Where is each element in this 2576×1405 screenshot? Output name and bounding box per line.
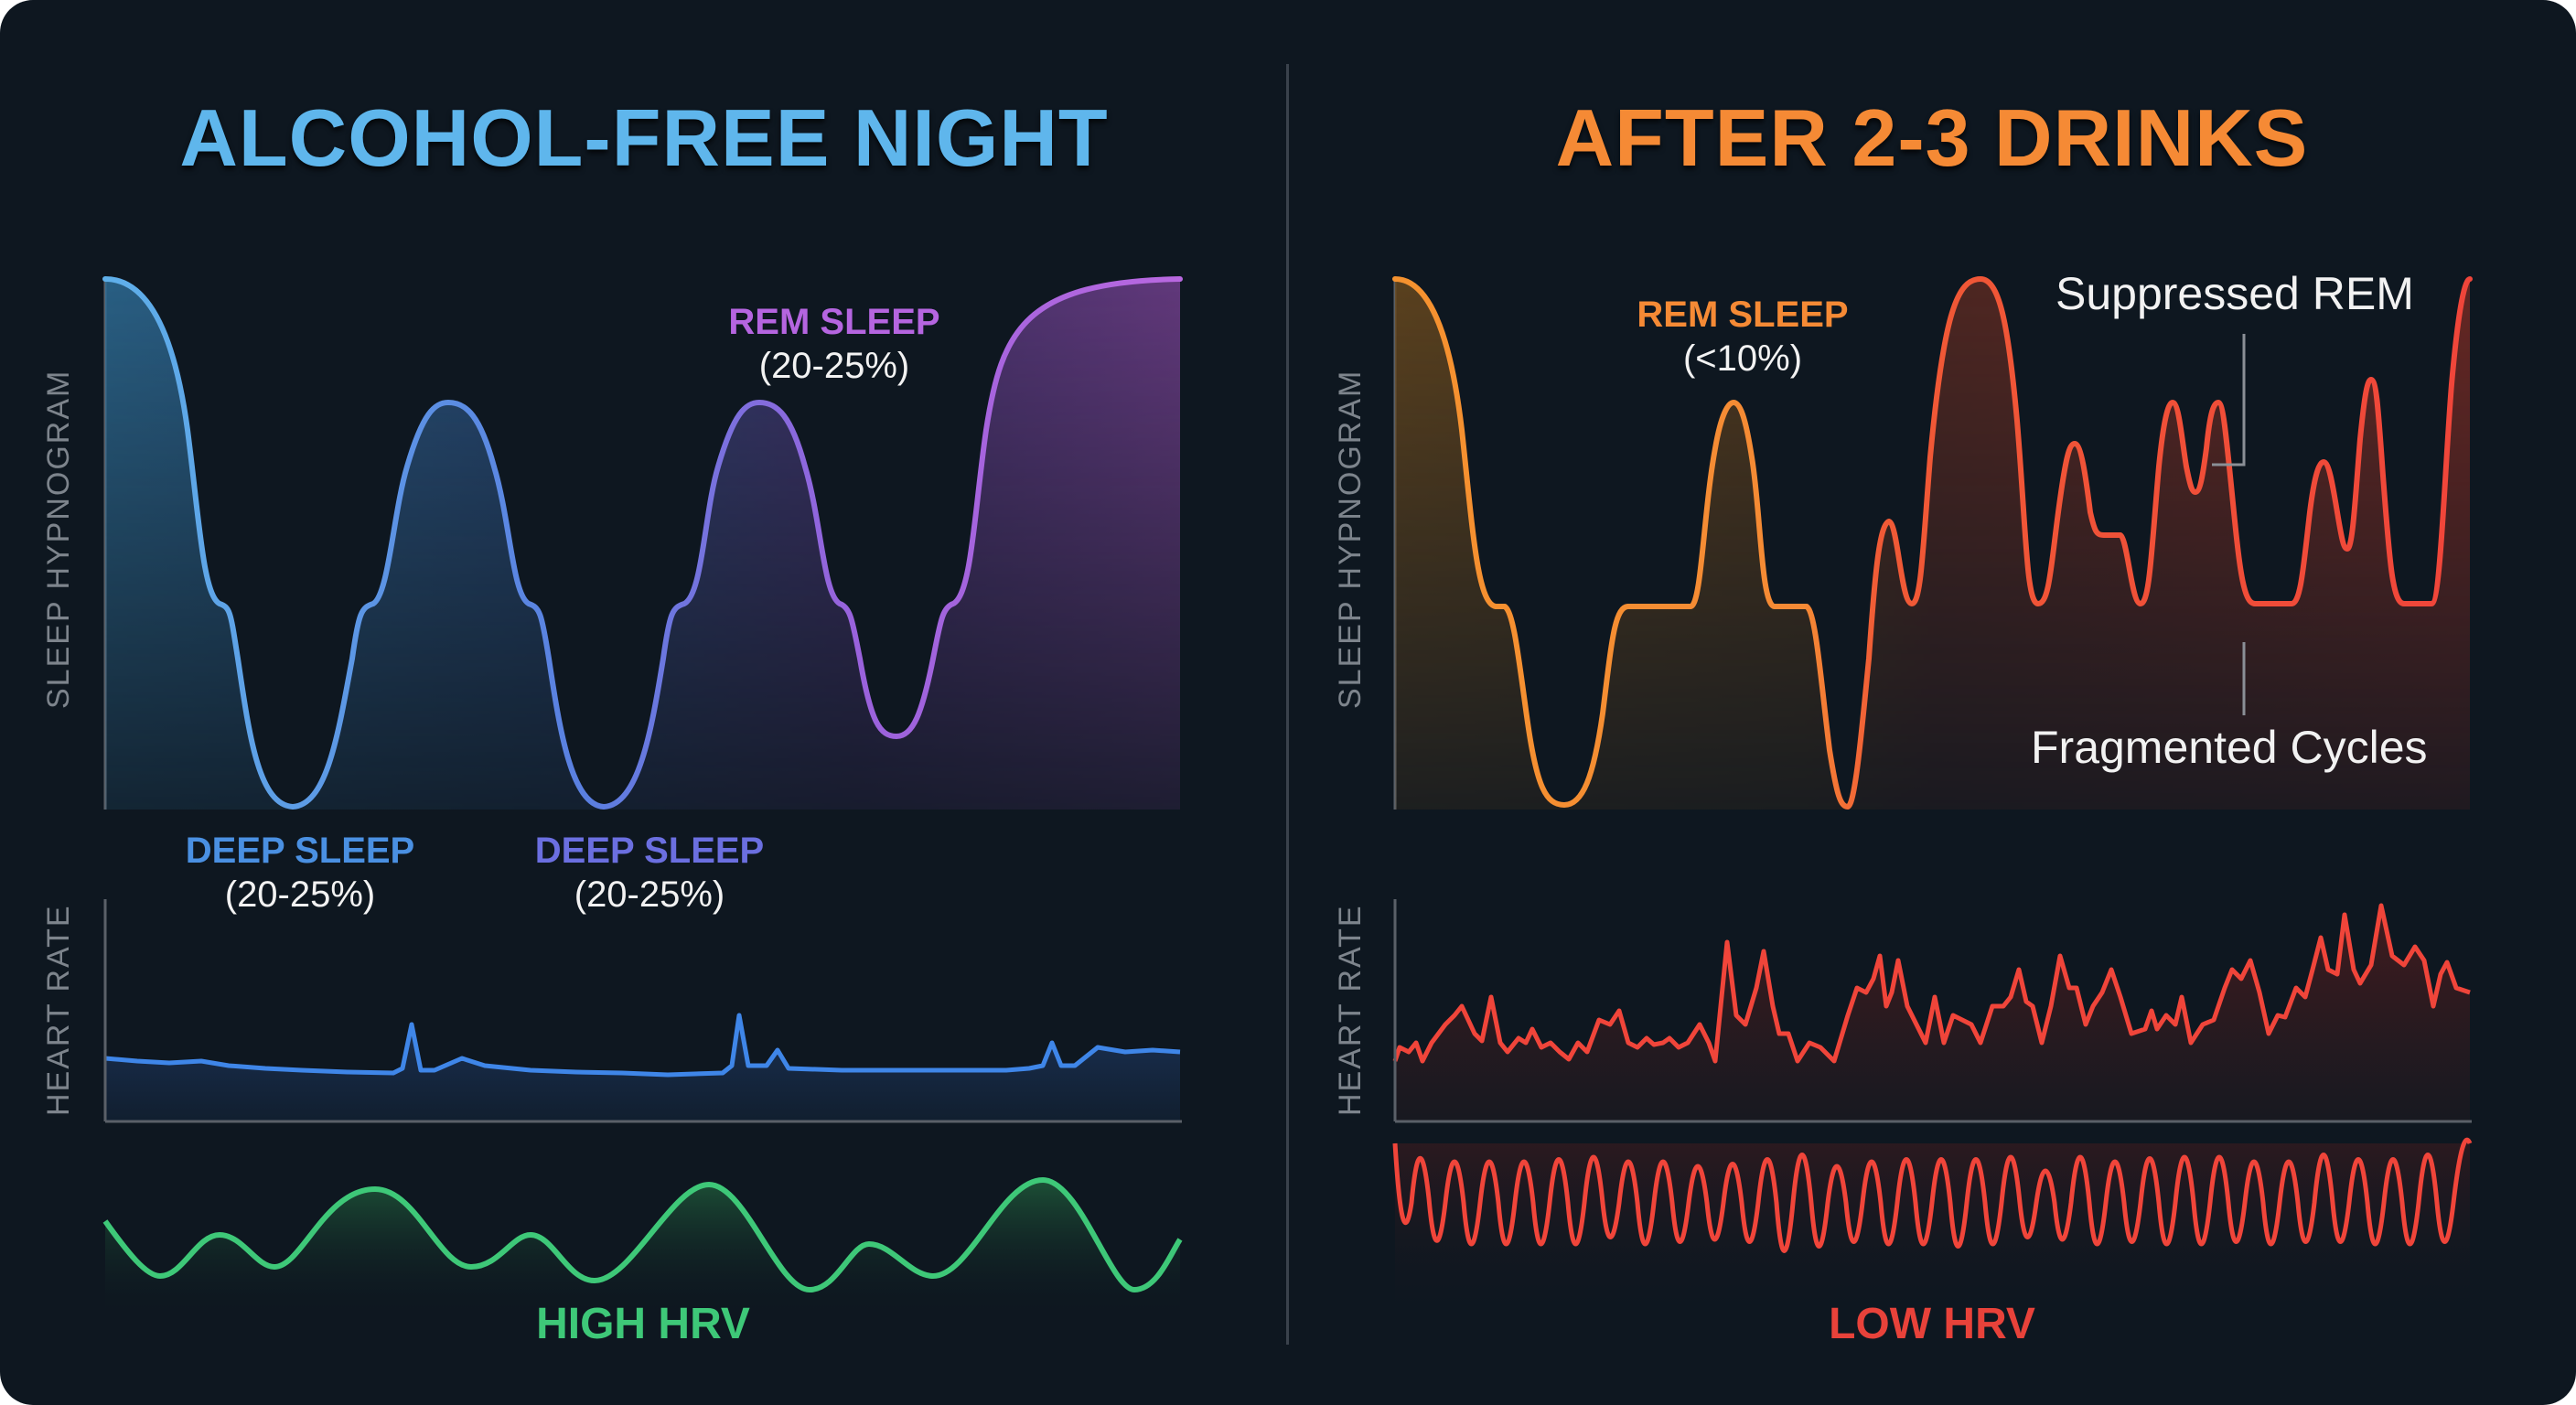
left-hypnogram [102, 276, 1183, 810]
right-hypnogram-axis-label: SLEEP HYPNOGRAM [1333, 369, 1368, 709]
right-rem-value: (<10%) [1682, 338, 1803, 379]
left-deep1-value: (20-25%) [224, 874, 376, 915]
panel-divider [1286, 64, 1289, 1345]
left-hypnogram-axis-label: SLEEP HYPNOGRAM [41, 369, 76, 709]
right-rem-label: REM SLEEP [1637, 295, 1849, 335]
suppressed-rem-annotation: Suppressed REM [2055, 268, 2414, 319]
left-rem-value: (20-25%) [758, 346, 910, 386]
left-deep2-label: DEEP SLEEP [534, 831, 765, 871]
left-rem-label: REM SLEEP [728, 302, 940, 342]
left-title: ALCOHOL-FREE NIGHT [179, 92, 1109, 183]
high-hrv-label: HIGH HRV [536, 1300, 750, 1348]
right-heart-rate-axis-label: HEART RATE [1333, 904, 1368, 1116]
right-hypnogram [1392, 276, 2473, 810]
right-title: AFTER 2-3 DRINKS [1555, 92, 2309, 183]
low-hrv-wave [1392, 1137, 2473, 1326]
low-hrv-label: LOW HRV [1829, 1300, 2035, 1348]
right-heart-rate-chart [1392, 899, 2472, 1123]
left-deep2-value: (20-25%) [574, 874, 725, 915]
left-heart-rate-axis-label: HEART RATE [41, 904, 76, 1116]
high-hrv-wave [102, 1176, 1183, 1317]
suppressed-rem-leader [2212, 334, 2246, 467]
left-heart-rate-chart [103, 899, 1182, 1123]
fragmented-cycles-annotation: Fragmented Cycles [2031, 722, 2428, 773]
left-deep1-label: DEEP SLEEP [185, 831, 415, 871]
